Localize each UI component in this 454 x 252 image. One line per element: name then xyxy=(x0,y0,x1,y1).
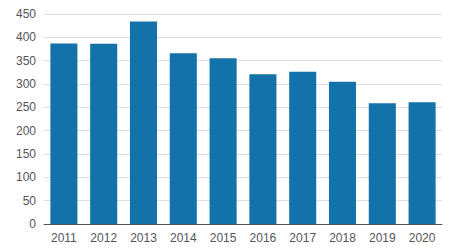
svg-text:2011: 2011 xyxy=(51,231,77,245)
svg-text:450: 450 xyxy=(16,7,36,21)
svg-text:0: 0 xyxy=(29,217,36,231)
svg-text:200: 200 xyxy=(16,124,36,138)
svg-text:2016: 2016 xyxy=(250,231,277,245)
svg-text:300: 300 xyxy=(16,77,36,91)
svg-text:150: 150 xyxy=(16,147,36,161)
svg-text:2019: 2019 xyxy=(369,231,396,245)
svg-text:250: 250 xyxy=(16,100,36,114)
svg-text:2013: 2013 xyxy=(130,231,157,245)
svg-text:400: 400 xyxy=(16,30,36,44)
svg-text:2020: 2020 xyxy=(409,231,436,245)
svg-text:2018: 2018 xyxy=(329,231,356,245)
svg-text:2017: 2017 xyxy=(289,231,316,245)
svg-text:2015: 2015 xyxy=(210,231,237,245)
svg-text:2012: 2012 xyxy=(90,231,117,245)
svg-text:100: 100 xyxy=(16,170,36,184)
svg-text:350: 350 xyxy=(16,54,36,68)
svg-text:2014: 2014 xyxy=(170,231,197,245)
svg-text:50: 50 xyxy=(23,194,37,208)
